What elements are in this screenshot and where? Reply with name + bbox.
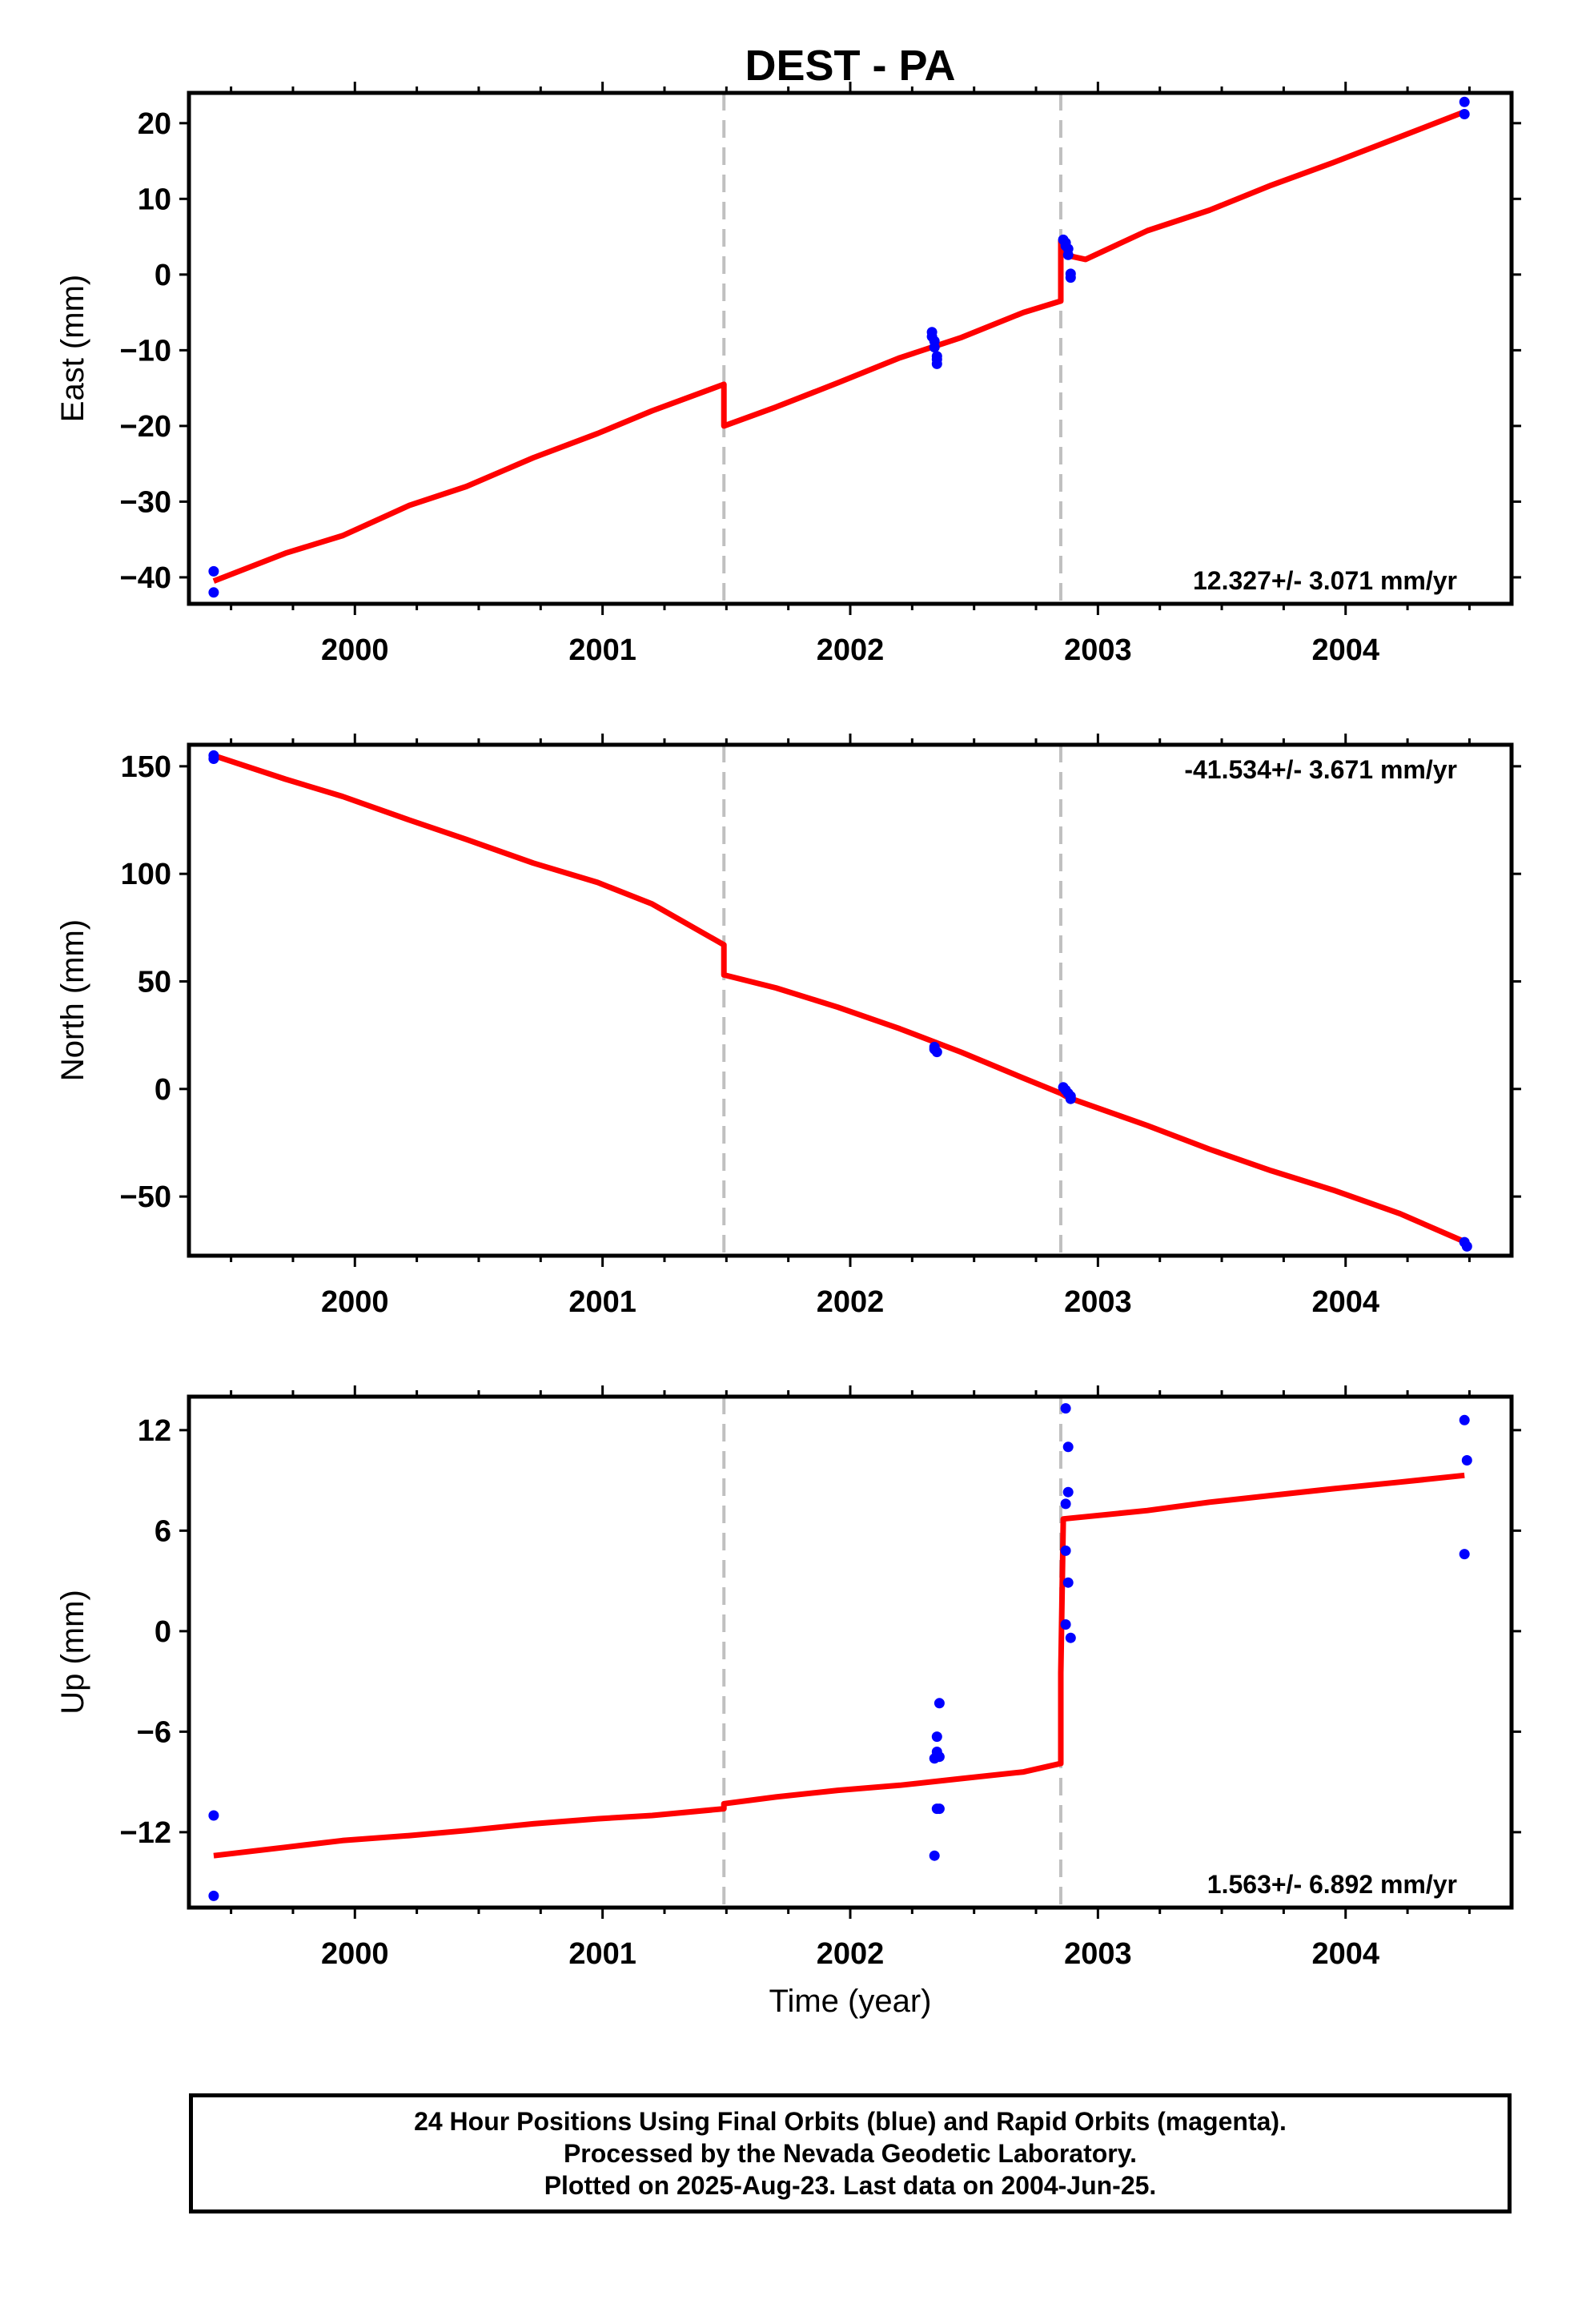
y-tick-label: −30 bbox=[120, 485, 171, 519]
data-point-up-20 bbox=[1459, 1549, 1470, 1560]
plot-area-north bbox=[208, 745, 1472, 1256]
data-point-east-15 bbox=[1065, 272, 1076, 283]
rate-annotation-east: 12.327+/- 3.071 mm/yr bbox=[1193, 566, 1457, 595]
data-point-east-16 bbox=[1459, 96, 1470, 107]
data-point-east-1 bbox=[208, 587, 219, 598]
data-point-up-8 bbox=[934, 1803, 945, 1815]
x-tick-label: 2004 bbox=[1311, 1285, 1379, 1319]
data-point-north-9 bbox=[1065, 1093, 1076, 1104]
x-tick-label: 2000 bbox=[321, 1937, 389, 1971]
x-axis-label: Time (year) bbox=[769, 1984, 932, 2019]
data-point-east-13 bbox=[1062, 249, 1074, 260]
data-point-east-17 bbox=[1459, 109, 1470, 119]
x-tick-label: 2004 bbox=[1311, 633, 1379, 667]
data-point-up-6 bbox=[934, 1751, 945, 1763]
data-point-up-4 bbox=[931, 1731, 942, 1743]
y-axis-label-east: East (mm) bbox=[55, 275, 90, 422]
x-tick-label: 2002 bbox=[817, 633, 885, 667]
y-tick-label: 10 bbox=[138, 183, 171, 216]
x-tick-label: 2002 bbox=[817, 1285, 885, 1319]
x-tick-label: 2001 bbox=[568, 633, 636, 667]
y-tick-label: −6 bbox=[137, 1715, 171, 1749]
data-point-up-15 bbox=[1062, 1577, 1074, 1588]
footer-line-2: Processed by the Nevada Geodetic Laborat… bbox=[563, 2139, 1138, 2168]
y-tick-label: 20 bbox=[138, 107, 171, 141]
data-point-up-1 bbox=[208, 1890, 219, 1901]
x-tick-label: 2003 bbox=[1064, 1285, 1132, 1319]
y-tick-label: 12 bbox=[138, 1414, 171, 1448]
data-point-up-11 bbox=[1062, 1441, 1074, 1453]
panel-north: 150 100 50 0 −50 2000 2001 2002 2003 2004 North (m… bbox=[55, 734, 1521, 1319]
data-point-up-13 bbox=[1060, 1498, 1071, 1510]
data-point-north-4 bbox=[931, 1047, 942, 1058]
x-tick-label: 2001 bbox=[568, 1937, 636, 1971]
footer-line-1: 24 Hour Positions Using Final Orbits (bl… bbox=[414, 2107, 1287, 2136]
plot-frame-north bbox=[187, 742, 1514, 1258]
y-tick-label: −20 bbox=[120, 410, 171, 444]
y-tick-label: −40 bbox=[120, 561, 171, 595]
data-point-north-11 bbox=[1461, 1240, 1472, 1252]
data-point-up-17 bbox=[1065, 1632, 1076, 1643]
data-point-up-12 bbox=[1062, 1486, 1074, 1498]
panel-up: 12 6 0 −6 −12 2000 2001 2002 2003 2004 Up (mm) 1.56… bbox=[55, 1385, 1521, 1971]
data-point-up-19 bbox=[1461, 1455, 1472, 1466]
plot-area-up bbox=[208, 1397, 1472, 1908]
rate-annotation-north: -41.534+/- 3.671 mm/yr bbox=[1184, 755, 1457, 784]
y-tick-label: −12 bbox=[120, 1816, 171, 1850]
x-tick-label: 2003 bbox=[1064, 633, 1132, 667]
data-point-up-0 bbox=[208, 1810, 219, 1821]
data-point-up-3 bbox=[929, 1850, 940, 1861]
x-tick-label: 2001 bbox=[568, 1285, 636, 1319]
footer-line-3: Plotted on 2025-Aug-23. Last data on 200… bbox=[544, 2171, 1157, 2200]
x-tick-label: 2004 bbox=[1311, 1937, 1379, 1971]
y-tick-label: 50 bbox=[138, 965, 171, 999]
data-point-east-0 bbox=[208, 565, 219, 577]
data-point-up-18 bbox=[1459, 1414, 1470, 1425]
data-point-up-9 bbox=[934, 1698, 945, 1709]
data-point-up-10 bbox=[1060, 1403, 1071, 1414]
data-point-up-14 bbox=[1060, 1545, 1071, 1556]
y-tick-label: 100 bbox=[121, 858, 171, 891]
y-tick-label: 0 bbox=[155, 1615, 171, 1649]
y-tick-label: −50 bbox=[120, 1180, 171, 1214]
x-tick-label: 2000 bbox=[321, 1285, 389, 1319]
y-tick-label: 0 bbox=[155, 259, 171, 292]
data-point-up-16 bbox=[1060, 1619, 1071, 1630]
y-tick-label: 0 bbox=[155, 1073, 171, 1107]
data-point-east-8 bbox=[931, 358, 942, 369]
data-point-east-5 bbox=[929, 342, 940, 353]
x-tick-label: 2000 bbox=[321, 633, 389, 667]
footer-caption-box: 24 Hour Positions Using Final Orbits (bl… bbox=[189, 2093, 1512, 2213]
fit-line-north bbox=[212, 753, 1466, 1244]
y-tick-label: 6 bbox=[155, 1514, 171, 1548]
fit-line-up bbox=[213, 1472, 1465, 1859]
y-tick-label: 150 bbox=[121, 750, 171, 784]
panel-east: 20 10 0 −10 −20 −30 −40 2000 2001 2002 2003 2004 Eas… bbox=[55, 82, 1521, 667]
y-axis-label-up: Up (mm) bbox=[55, 1590, 90, 1715]
y-axis-label-north: North (mm) bbox=[55, 919, 90, 1081]
y-tick-label: −10 bbox=[120, 334, 171, 368]
plot-area-east bbox=[208, 93, 1470, 604]
x-tick-label: 2003 bbox=[1064, 1937, 1132, 1971]
fit-line-east bbox=[212, 109, 1466, 584]
data-point-north-1 bbox=[208, 754, 219, 764]
plot-frame-up bbox=[187, 1394, 1514, 1910]
rate-annotation-up: 1.563+/- 6.892 mm/yr bbox=[1207, 1870, 1457, 1899]
x-tick-label: 2002 bbox=[817, 1937, 885, 1971]
